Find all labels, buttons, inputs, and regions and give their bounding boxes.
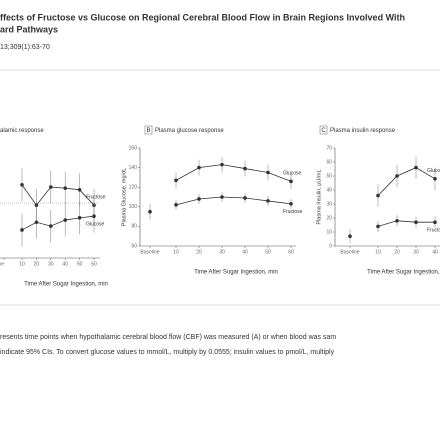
data-point [348, 234, 352, 238]
title: ffects of Fructose vs Glucose on Regiona… [0, 12, 405, 22]
x-tick-label: 30 [413, 249, 419, 255]
series-label: Glucose [86, 222, 105, 228]
series-line [175, 196, 292, 206]
series-line [21, 215, 95, 231]
y-axis-label: Plasma Insulin, µU/mL [316, 169, 322, 224]
panel-title: Plasma glucose response [155, 128, 224, 134]
x-axis-label: Time After Sugar Ingestion, min [24, 282, 108, 288]
data-point [148, 209, 152, 214]
data-point [20, 183, 24, 187]
x-tick-label: 20 [196, 249, 202, 255]
x-tick-label: 20 [394, 249, 400, 255]
x-tick-label: 50 [77, 261, 83, 267]
x-tick-label: 60 [288, 249, 294, 255]
panel-title: alamic response [0, 128, 44, 134]
series-label: Fructose [283, 209, 303, 215]
y-tick-label: 100 [129, 204, 138, 210]
y-tick-label: 50 [326, 173, 332, 179]
series-line [377, 220, 435, 227]
data-point [63, 218, 67, 222]
y-axis-label: Plasma Glucose, mg/dL [121, 168, 127, 226]
x-tick-label: 40 [242, 249, 248, 255]
data-point [197, 165, 201, 170]
data-point [220, 195, 224, 199]
data-point [92, 214, 96, 218]
data-point [34, 220, 39, 225]
series-label: Glucose [283, 171, 302, 177]
data-point [174, 178, 178, 183]
data-point [433, 177, 437, 181]
x-axis-label: Time After Sugar Ingestion, min [367, 270, 440, 276]
data-point [77, 216, 82, 220]
data-point [63, 186, 67, 190]
y-tick-label: 0 [329, 243, 332, 249]
panel-title: Plasma insulin response [330, 128, 396, 134]
series-label: Glucose [427, 168, 440, 174]
data-point [266, 199, 270, 203]
citation: 13;309(1):63-70 [0, 44, 50, 51]
data-point [395, 174, 399, 178]
y-tick-label: 140 [129, 165, 138, 171]
data-point [289, 179, 293, 184]
x-tick-label: 10 [173, 249, 179, 255]
x-axis-label: Time After Sugar Ingestion, min [194, 270, 278, 276]
data-point [414, 165, 418, 170]
data-point [243, 196, 247, 200]
x-tick-label: 10 [19, 261, 25, 267]
y-tick-label: 60 [326, 159, 332, 165]
data-point [174, 203, 178, 207]
x-tick-label: 30 [219, 249, 225, 255]
panel-letter-box [319, 125, 328, 135]
y-tick-label: 120 [129, 185, 138, 191]
y-tick-label: 70 [326, 145, 332, 151]
y-tick-label: 10 [326, 229, 332, 235]
data-point [77, 188, 82, 192]
data-point [220, 162, 224, 167]
data-point [20, 228, 24, 232]
y-tick-label: 80 [131, 224, 137, 230]
data-point [376, 224, 380, 229]
x-tick-label: 30 [48, 261, 54, 267]
data-point [289, 202, 293, 206]
x-tick-label: Baseline [340, 249, 359, 255]
series-line [21, 184, 95, 206]
y-tick-label: 40 [326, 187, 332, 193]
x-tick-label: 50 [265, 249, 271, 255]
panel-letter-box [144, 125, 153, 135]
data-point [49, 185, 53, 189]
series-label: Fructose [427, 228, 440, 234]
caption: indicate 95% CIs. To convert glucose val… [0, 349, 335, 356]
x-tick-label: 60 [91, 261, 97, 267]
x-tick-label: 10 [375, 249, 381, 255]
x-tick-label: 20 [34, 261, 40, 267]
data-point [414, 220, 418, 224]
panel-letter: C [321, 128, 326, 134]
data-point [49, 224, 53, 228]
series-line [377, 167, 436, 196]
data-point [395, 219, 399, 223]
x-tick-label: 40 [62, 261, 68, 267]
data-point [376, 193, 380, 198]
caption: resents time points when hypothalamic ce… [0, 334, 336, 341]
y-tick-label: 20 [326, 215, 332, 221]
series-label: Fructose [86, 195, 106, 201]
x-tick-label: 40 [432, 249, 438, 255]
y-tick-label: 160 [129, 145, 138, 151]
y-tick-label: 60 [131, 243, 137, 249]
x-tick-label: Baseline [140, 249, 159, 255]
data-point [266, 170, 270, 175]
data-point [433, 220, 437, 224]
data-point [243, 166, 247, 171]
panel-letter: B [146, 128, 150, 134]
title: ard Pathways [0, 24, 58, 34]
x-tick-label: ine [0, 261, 4, 267]
y-tick-label: 30 [326, 201, 332, 207]
series-line [175, 164, 292, 182]
data-point [34, 203, 39, 207]
data-point [197, 197, 201, 201]
